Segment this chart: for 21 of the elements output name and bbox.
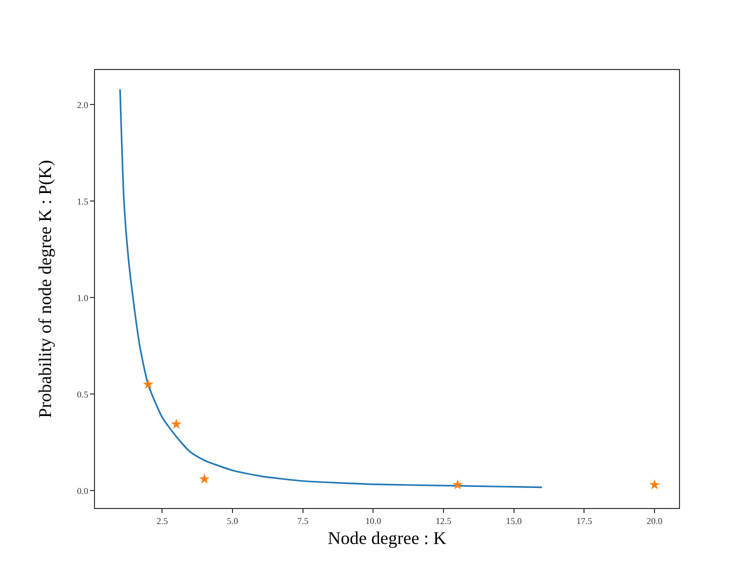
x-tick-label: 15.0 (506, 516, 522, 526)
y-tick-label: 1.0 (76, 292, 89, 303)
point (199, 473, 210, 484)
point (170, 418, 182, 429)
point (142, 378, 154, 390)
x-tick-label: 5.0 (226, 516, 239, 526)
y-tick-label: 0.5 (76, 389, 89, 400)
y-tick-label: 2.0 (76, 100, 89, 110)
x-tick-label: 10.0 (365, 516, 382, 526)
y-tick-label: 0.0 (76, 486, 89, 496)
x-axis-title: Node degree : K (328, 528, 446, 548)
y-axis-title: Probability of node degree K : P(K) (35, 160, 56, 418)
line-series (119, 88, 543, 488)
point (452, 479, 463, 490)
x-tick-label: 2.5 (156, 516, 168, 526)
x-tick-label: 20.0 (646, 516, 663, 526)
x-tick-label: 12.5 (436, 516, 452, 526)
x-tick-label: 17.5 (576, 516, 593, 526)
point (649, 479, 660, 490)
x-tick-label: 7.5 (297, 516, 310, 526)
y-tick-label: 1.5 (76, 196, 89, 206)
